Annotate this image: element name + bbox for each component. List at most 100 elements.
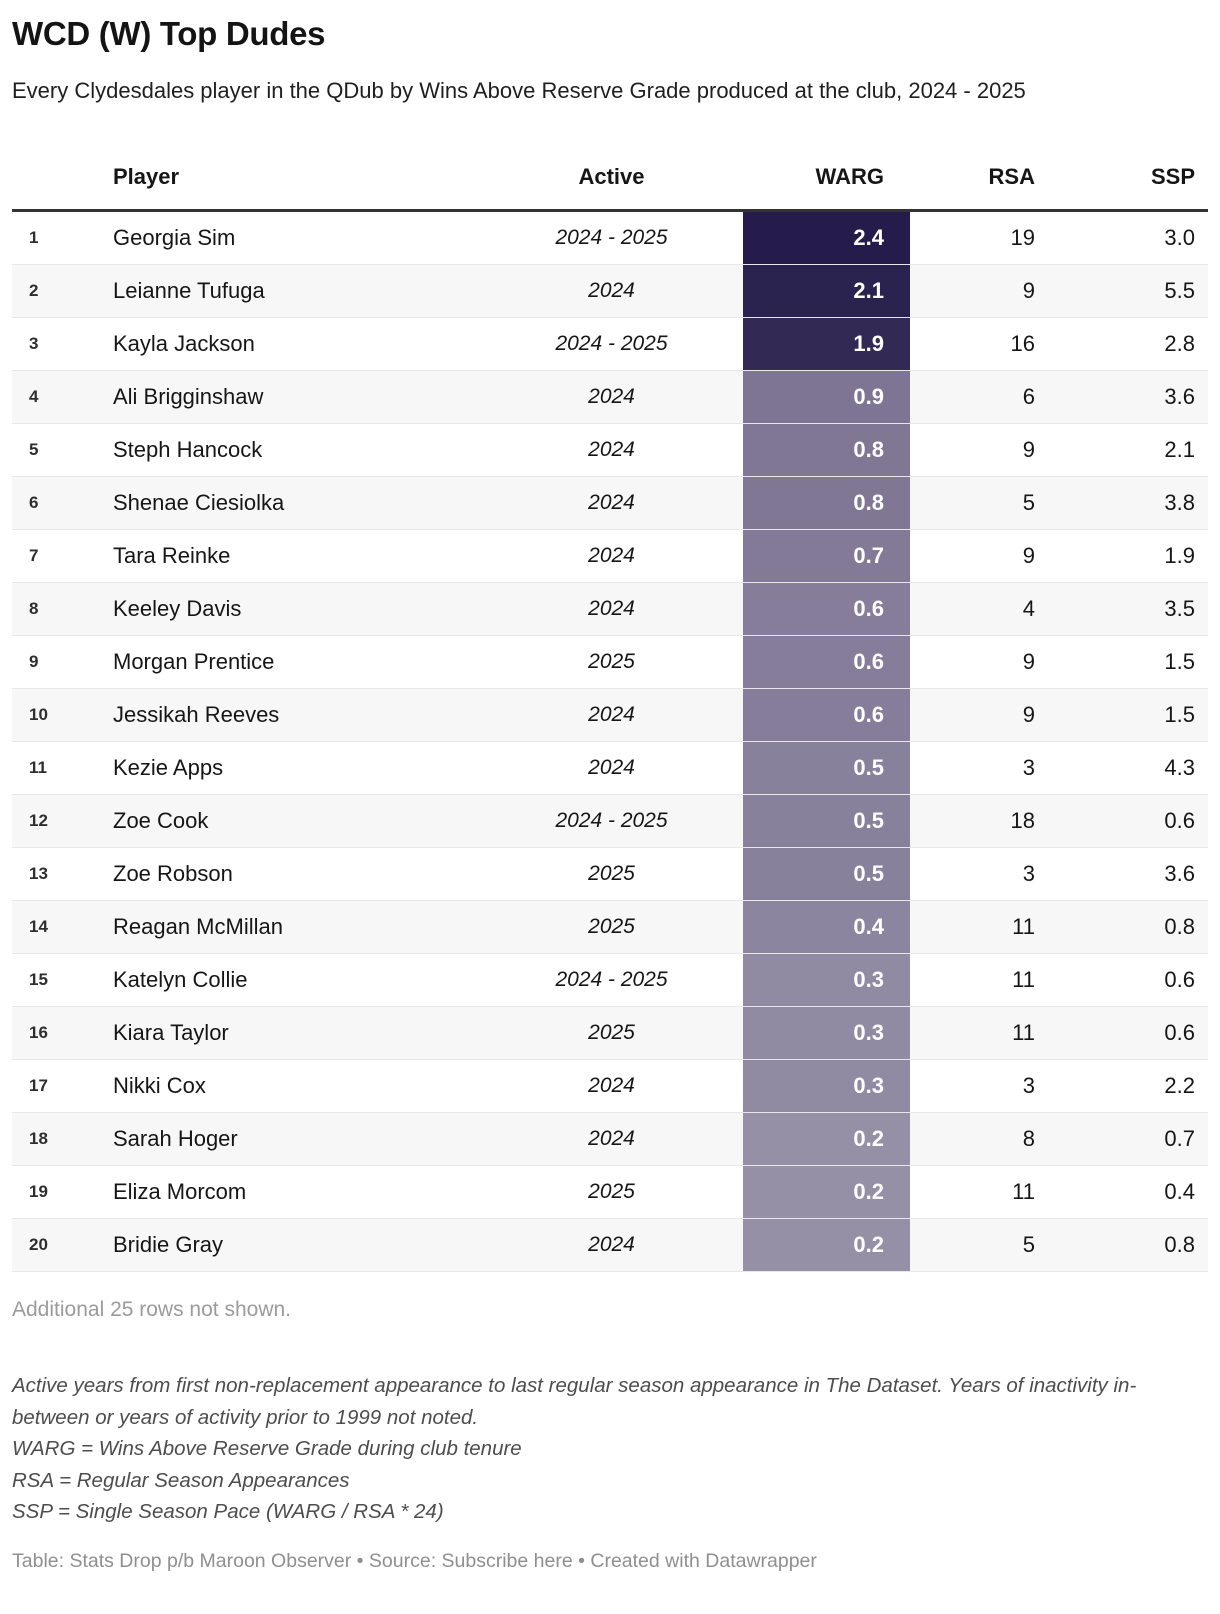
column-header-ssp: SSP	[1150, 164, 1195, 190]
rsa-cell: 9	[1022, 437, 1035, 463]
rsa-cell: 19	[1010, 225, 1035, 251]
rank-cell: 1	[29, 228, 39, 248]
ssp-cell: 0.4	[1164, 1179, 1195, 1205]
rank-cell: 20	[29, 1235, 48, 1255]
rsa-cell: 11	[1012, 914, 1035, 940]
rsa-cell: 5	[1022, 1232, 1035, 1258]
ssp-cell: 0.6	[1164, 808, 1195, 834]
rank-cell: 11	[29, 758, 47, 778]
active-cell: 2024 - 2025	[555, 226, 668, 250]
player-cell: Keeley Davis	[113, 596, 242, 622]
player-cell: Sarah Hoger	[113, 1126, 238, 1152]
rank-cell: 18	[29, 1129, 48, 1149]
warg-heatmap-cell: 0.5	[743, 742, 910, 795]
table-notes: Active years from first non-replacement …	[12, 1370, 1208, 1528]
note-rsa-definition: RSA = Regular Season Appearances	[12, 1468, 350, 1492]
table-row: 19 Eliza Morcom 2025 0.2 11 0.4	[12, 1166, 1208, 1220]
player-cell: Ali Brigginshaw	[113, 384, 264, 410]
warg-heatmap-cell: 0.5	[743, 848, 910, 901]
table-body: 1 Georgia Sim 2024 - 2025 2.4 19 3.0 2 L…	[12, 212, 1208, 1273]
rank-cell: 10	[29, 705, 48, 725]
rank-cell: 7	[29, 546, 39, 566]
active-cell: 2024 - 2025	[555, 332, 668, 356]
warg-heatmap-cell: 0.3	[743, 954, 910, 1007]
warg-heatmap-cell: 0.2	[743, 1166, 910, 1219]
player-cell: Reagan McMillan	[113, 914, 283, 940]
player-cell: Morgan Prentice	[113, 649, 275, 675]
active-cell: 2024	[588, 438, 635, 462]
rsa-cell: 4	[1022, 596, 1035, 622]
rsa-cell: 6	[1022, 384, 1035, 410]
player-cell: Kiara Taylor	[113, 1020, 229, 1046]
warg-heatmap-cell: 0.2	[743, 1219, 910, 1272]
page-title: WCD (W) Top Dudes	[12, 15, 326, 52]
column-header-active: Active	[578, 164, 645, 190]
rsa-cell: 5	[1022, 490, 1035, 516]
rsa-cell: 11	[1012, 1020, 1035, 1046]
column-header-player: Player	[113, 164, 180, 190]
active-cell: 2024	[588, 385, 635, 409]
rsa-cell: 9	[1022, 702, 1035, 728]
rsa-cell: 9	[1022, 649, 1035, 675]
note-warg-definition: WARG = Wins Above Reserve Grade during c…	[12, 1437, 522, 1461]
rank-cell: 17	[29, 1076, 48, 1096]
warg-heatmap-cell: 0.4	[743, 901, 910, 954]
page-subtitle: Every Clydesdales player in the QDub by …	[12, 78, 1026, 104]
ssp-cell: 3.5	[1164, 596, 1195, 622]
column-header-warg: WARG	[815, 164, 884, 190]
table-row: 4 Ali Brigginshaw 2024 0.9 6 3.6	[12, 371, 1208, 425]
player-cell: Katelyn Collie	[113, 967, 248, 993]
ssp-cell: 3.6	[1164, 861, 1195, 887]
player-cell: Kezie Apps	[113, 755, 224, 781]
table-row: 10 Jessikah Reeves 2024 0.6 9 1.5	[12, 689, 1208, 743]
active-cell: 2024	[588, 703, 635, 727]
ssp-cell: 2.1	[1164, 437, 1195, 463]
active-cell: 2025	[588, 650, 635, 674]
rank-cell: 15	[29, 970, 48, 990]
active-cell: 2024	[588, 279, 635, 303]
rank-cell: 12	[29, 811, 48, 831]
table-row: 6 Shenae Ciesiolka 2024 0.8 5 3.8	[12, 477, 1208, 531]
attribution-footer: Table: Stats Drop p/b Maroon Observer • …	[12, 1548, 1208, 1574]
warg-heatmap-cell: 0.5	[743, 795, 910, 848]
rank-cell: 5	[29, 440, 39, 460]
table-row: 11 Kezie Apps 2024 0.5 3 4.3	[12, 742, 1208, 796]
note-active-years: Active years from first non-replacement …	[12, 1374, 1137, 1429]
active-cell: 2024	[588, 597, 635, 621]
datawrapper-credit-link[interactable]: Created with Datawrapper	[590, 1549, 817, 1572]
table-row: 12 Zoe Cook 2024 - 2025 0.5 18 0.6	[12, 795, 1208, 849]
column-header-rsa: RSA	[988, 164, 1035, 190]
ssp-cell: 0.7	[1164, 1126, 1195, 1152]
active-cell: 2025	[588, 1021, 635, 1045]
active-cell: 2024	[588, 491, 635, 515]
ssp-cell: 0.8	[1164, 914, 1195, 940]
player-cell: Eliza Morcom	[113, 1179, 247, 1205]
table-row: 2 Leianne Tufuga 2024 2.1 9 5.5	[12, 265, 1208, 319]
rank-cell: 13	[29, 864, 48, 884]
subscribe-link[interactable]: Subscribe here	[441, 1549, 573, 1572]
warg-heatmap-cell: 2.1	[743, 265, 910, 318]
ssp-cell: 5.5	[1164, 278, 1195, 304]
warg-heatmap-cell: 0.6	[743, 636, 910, 689]
table-row: 15 Katelyn Collie 2024 - 2025 0.3 11 0.6	[12, 954, 1208, 1008]
ssp-cell: 0.6	[1164, 1020, 1195, 1046]
player-cell: Bridie Gray	[113, 1232, 224, 1258]
active-cell: 2024 - 2025	[555, 968, 668, 992]
note-ssp-definition: SSP = Single Season Pace (WARG / RSA * 2…	[12, 1500, 444, 1524]
footer-separator: •	[572, 1549, 591, 1572]
table-row: 14 Reagan McMillan 2025 0.4 11 0.8	[12, 901, 1208, 955]
rsa-cell: 3	[1022, 1073, 1035, 1099]
table-row: 9 Morgan Prentice 2025 0.6 9 1.5	[12, 636, 1208, 690]
rank-cell: 3	[29, 334, 39, 354]
ssp-cell: 2.8	[1164, 331, 1195, 357]
ssp-cell: 3.0	[1164, 225, 1195, 251]
table-row: 7 Tara Reinke 2024 0.7 9 1.9	[12, 530, 1208, 584]
active-cell: 2024	[588, 1127, 635, 1151]
table-row: 20 Bridie Gray 2024 0.2 5 0.8	[12, 1219, 1208, 1273]
ssp-cell: 0.8	[1164, 1232, 1195, 1258]
data-table: Player Active WARG RSA SSP 1 Georgia Sim…	[12, 134, 1208, 1273]
active-cell: 2025	[588, 1180, 635, 1204]
rsa-cell: 3	[1022, 755, 1035, 781]
rank-cell: 9	[29, 652, 39, 672]
rsa-cell: 18	[1010, 808, 1035, 834]
